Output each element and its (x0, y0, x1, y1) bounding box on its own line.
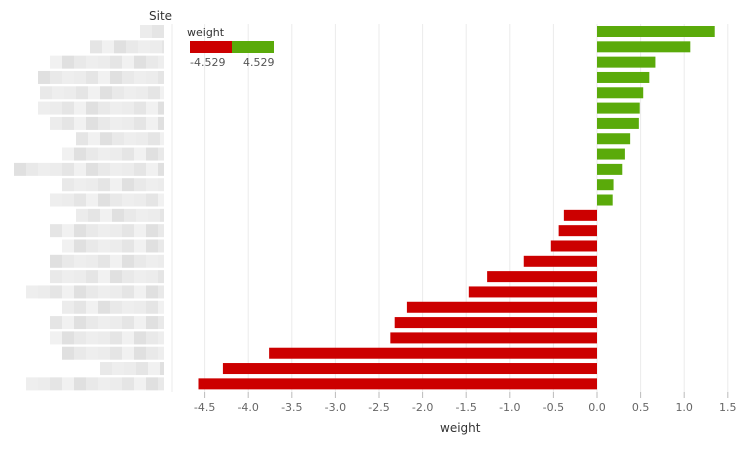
bar-13 (558, 225, 597, 237)
bar-2 (597, 56, 656, 68)
x-tick-label-3: -3.0 (325, 401, 346, 414)
x-tick-label-10: 0.5 (632, 401, 650, 414)
bar-19 (394, 317, 597, 329)
x-tick-label-12: 1.5 (719, 401, 737, 414)
x-tick-label-5: -2.0 (412, 401, 433, 414)
bar-18 (406, 301, 597, 313)
bar-16 (487, 271, 597, 283)
bar-15 (523, 255, 597, 267)
row-label-redacted-1 (90, 40, 164, 54)
bar-6 (597, 117, 639, 129)
row-label-redacted-5 (38, 101, 164, 115)
bar-23 (198, 378, 597, 390)
row-label-redacted-13 (50, 224, 164, 238)
legend-swatch-negative (190, 41, 232, 53)
bar-14 (550, 240, 597, 252)
x-tick-label-6: -1.5 (455, 401, 476, 414)
row-label-redacted-9 (14, 162, 164, 176)
row-label-redacted-11 (50, 193, 164, 207)
row-label-redacted-18 (62, 300, 164, 314)
row-label-redacted-16 (50, 270, 164, 284)
x-tick-label-0: -4.5 (194, 401, 215, 414)
row-label-redacted-6 (50, 116, 164, 130)
bar-11 (597, 194, 613, 206)
row-label-redacted-4 (40, 86, 164, 100)
row-label-redacted-8 (62, 147, 164, 161)
row-header-site: Site (149, 9, 173, 23)
x-tick-label-1: -4.0 (237, 401, 258, 414)
row-label-redacted-7 (76, 132, 164, 146)
bar-0 (597, 26, 715, 37)
x-tick-label-4: -2.5 (368, 401, 389, 414)
bar-4 (597, 87, 644, 99)
row-label-redacted-12 (76, 208, 164, 222)
row-label-redacted-19 (50, 316, 164, 330)
row-label-redacted-20 (50, 331, 164, 345)
bar-7 (597, 133, 631, 145)
x-axis-title: weight (440, 421, 481, 435)
row-label-redacted-22 (100, 362, 164, 376)
row-label-redacted-21 (62, 346, 164, 360)
row-label-redacted-14 (62, 239, 164, 253)
bar-3 (597, 71, 650, 83)
bar-22 (222, 363, 598, 375)
x-tick-label-11: 1.0 (675, 401, 693, 414)
legend-swatch-positive (232, 41, 274, 53)
bar-17 (468, 286, 597, 298)
bar-20 (390, 332, 597, 344)
legend-title: weight (187, 26, 225, 39)
bar-9 (597, 163, 623, 175)
bar-21 (269, 347, 597, 359)
row-label-redacted-3 (38, 70, 164, 84)
row-label-redacted-23 (26, 377, 164, 391)
bar-5 (597, 102, 640, 114)
row-label-redacted-10 (62, 178, 164, 192)
bar-8 (597, 148, 625, 160)
row-label-redacted-17 (26, 285, 164, 299)
row-label-redacted-2 (50, 55, 164, 69)
x-tick-label-9: 0.0 (588, 401, 606, 414)
legend-max-label: 4.529 (243, 56, 275, 69)
x-tick-label-8: -0.5 (543, 401, 564, 414)
bar-12 (563, 209, 597, 221)
row-label-redacted-15 (50, 254, 164, 268)
legend-min-label: -4.529 (190, 56, 226, 69)
x-tick-label-2: -3.5 (281, 401, 302, 414)
bar-10 (597, 179, 614, 191)
x-tick-label-7: -1.0 (499, 401, 520, 414)
bar-1 (597, 41, 691, 53)
row-label-redacted-0 (140, 25, 164, 38)
